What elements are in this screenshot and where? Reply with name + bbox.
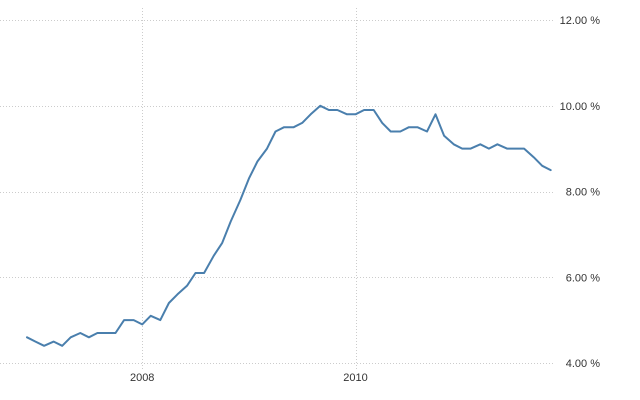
y-tick-label: 12.00 % bbox=[560, 15, 601, 27]
y-tick-label: 4.00 % bbox=[566, 358, 600, 370]
x-axis-tick-labels: 2008 2010 bbox=[130, 372, 368, 384]
series-line bbox=[26, 104, 552, 347]
y-tick-label: 8.00 % bbox=[566, 187, 600, 199]
series-layer bbox=[26, 104, 552, 347]
y-tick-label: 6.00 % bbox=[566, 272, 600, 284]
grid-lines bbox=[0, 8, 555, 369]
y-tick-label: 10.00 % bbox=[560, 101, 601, 113]
x-tick-label: 2008 bbox=[130, 372, 154, 384]
x-tick-label: 2010 bbox=[343, 372, 367, 384]
y-axis-tick-labels: 4.00 % 6.00 % 8.00 % 10.00 % 12.00 % bbox=[560, 15, 601, 370]
